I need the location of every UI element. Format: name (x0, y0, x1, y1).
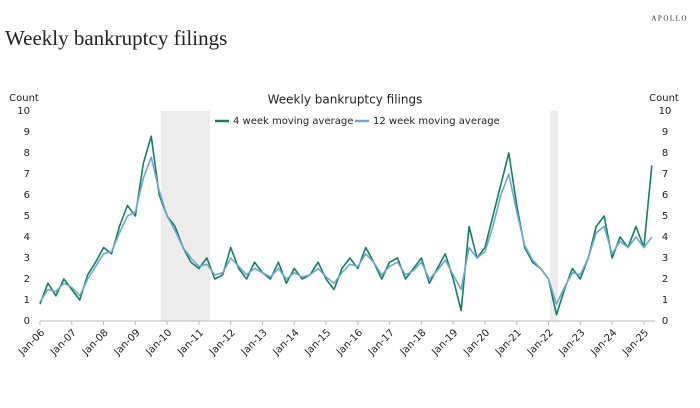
shaded-region (160, 111, 211, 321)
page-header: Weekly bankruptcy filings (5, 26, 227, 50)
x-tick-label: Jan-12 (207, 327, 238, 358)
y2-tick-label: 3 (662, 253, 668, 264)
y2-tick-label: 1 (662, 295, 668, 306)
x-tick-label: Jan-07 (48, 327, 79, 358)
y2-tick-label: 4 (662, 232, 668, 243)
y-tick-label: 9 (24, 127, 30, 138)
x-tick-label: Jan-23 (557, 327, 588, 358)
y2-tick-label: 9 (662, 127, 668, 138)
x-tick-label: Jan-17 (366, 327, 397, 358)
x-tick-label: Jan-08 (80, 327, 111, 358)
x-tick-label: Jan-15 (302, 327, 333, 358)
y-tick-label: 2 (24, 274, 30, 285)
x-tick-label: Jan-14 (271, 327, 302, 358)
x-tick-label: Jan-18 (398, 327, 429, 358)
x-tick-label: Jan-09 (112, 327, 143, 358)
y2-tick-label: 6 (662, 190, 668, 201)
legend-label: 4 week moving average (233, 116, 353, 127)
x-tick-label: Jan-13 (239, 327, 270, 358)
y-tick-label: 5 (24, 211, 30, 222)
legend-label: 12 week moving average (373, 116, 500, 127)
x-tick-label: Jan-19 (429, 327, 460, 358)
y-tick-label: 10 (17, 106, 30, 117)
y-tick-label: 0 (24, 316, 30, 327)
y2-tick-label: 5 (662, 211, 668, 222)
y2-tick-label: 7 (662, 169, 668, 180)
y2-tick-label: 8 (662, 148, 668, 159)
y2-axis-label: Count (649, 93, 679, 104)
chart-title: Weekly bankruptcy filings (268, 93, 423, 107)
y-tick-label: 8 (24, 148, 30, 159)
x-tick-label: Jan-22 (525, 327, 556, 358)
y-tick-label: 3 (24, 253, 30, 264)
y-tick-label: 6 (24, 190, 30, 201)
y2-tick-label: 0 (662, 316, 668, 327)
y-tick-label: 7 (24, 169, 30, 180)
y-tick-label: 4 (24, 232, 30, 243)
y2-tick-label: 2 (662, 274, 668, 285)
y-axis-label: Count (9, 93, 39, 104)
x-tick-label: Jan-20 (461, 327, 492, 358)
x-tick-label: Jan-11 (175, 327, 206, 358)
y2-tick-label: 10 (659, 106, 672, 117)
x-tick-label: Jan-06 (16, 327, 47, 358)
shaded-region (550, 111, 559, 321)
series-line (39, 135, 653, 316)
x-tick-label: Jan-10 (143, 327, 174, 358)
x-tick-label: Jan-16 (334, 327, 365, 358)
x-tick-label: Jan-24 (588, 327, 619, 358)
y-tick-label: 1 (24, 295, 30, 306)
x-tick-label: Jan-21 (493, 327, 524, 358)
brand: APOLLO (651, 15, 688, 23)
x-tick-label: Jan-25 (620, 327, 651, 358)
series-line (39, 156, 653, 305)
